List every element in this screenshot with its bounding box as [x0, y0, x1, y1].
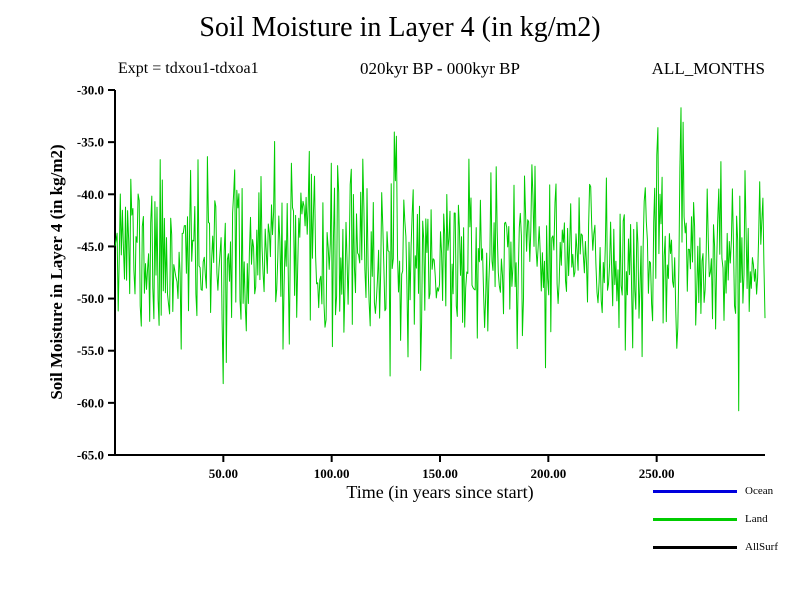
x-tick-label: 200.00 [530, 466, 566, 481]
x-tick-label: 50.00 [209, 466, 238, 481]
legend-label: AllSurf [745, 541, 778, 553]
x-axis-title: Time (in years since start) [346, 482, 534, 502]
legend-item-allsurf: AllSurf [653, 533, 778, 561]
period-label: 020kyr BP - 000kyr BP [360, 59, 520, 78]
y-tick-label: -55.0 [77, 343, 104, 358]
land-series-line [114, 107, 766, 412]
ocean-line-swatch [653, 489, 737, 493]
months-label: ALL_MONTHS [651, 59, 765, 78]
land-line-swatch [653, 517, 737, 521]
y-tick-label: -40.0 [77, 187, 104, 202]
legend-item-land: Land [653, 505, 778, 533]
x-tick-label: 250.00 [639, 466, 675, 481]
legend-label: Ocean [745, 485, 774, 497]
legend-item-ocean: Ocean [653, 477, 778, 505]
legend-label: Land [745, 513, 768, 525]
legend: Ocean Land AllSurf [653, 477, 778, 561]
x-tick-label: 150.00 [422, 466, 458, 481]
y-tick-label: -30.0 [77, 83, 104, 98]
y-tick-label: -35.0 [77, 135, 104, 150]
y-tick-label: -65.0 [77, 448, 104, 463]
y-tick-label: -45.0 [77, 239, 104, 254]
allsurf-line-swatch [653, 545, 737, 549]
x-tick-label: 100.00 [314, 466, 350, 481]
experiment-label: Expt = tdxou1-tdxoa1 [118, 60, 259, 77]
y-tick-label: -60.0 [77, 395, 104, 410]
y-tick-label: -50.0 [77, 291, 104, 306]
chart-title: Soil Moisture in Layer 4 (in kg/m2) [199, 12, 601, 43]
